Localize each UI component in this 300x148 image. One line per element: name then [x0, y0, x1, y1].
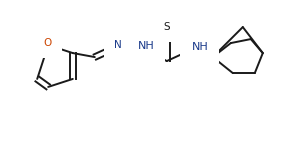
Text: NH: NH: [137, 41, 154, 51]
Text: S: S: [164, 22, 170, 32]
Text: NH: NH: [191, 42, 208, 52]
Text: N: N: [114, 40, 122, 50]
Text: O: O: [43, 38, 51, 48]
